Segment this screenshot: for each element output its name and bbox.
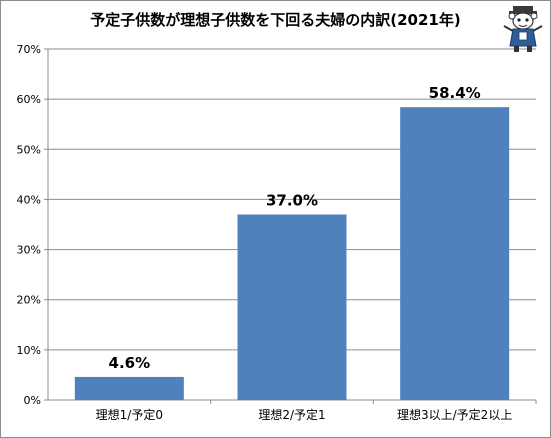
y-tick-label: 40%	[17, 193, 41, 206]
data-labels: 4.6% 37.0% 58.4%	[109, 84, 481, 372]
bar	[237, 214, 347, 400]
data-label: 58.4%	[429, 84, 481, 102]
y-tick-labels: 0% 10% 20% 30% 40% 50% 60% 70%	[17, 43, 41, 407]
bars	[74, 107, 510, 400]
bar	[400, 107, 510, 400]
y-tick-label: 70%	[17, 43, 41, 56]
chart-title: 予定子供数が理想子供数を下回る夫婦の内訳(2021年)	[90, 11, 461, 29]
category-label: 理想2/予定1	[258, 407, 325, 422]
data-label: 4.6%	[109, 354, 151, 372]
y-tick-label: 20%	[17, 294, 41, 307]
y-tick-label: 10%	[17, 344, 41, 357]
category-label: 理想3以上/予定2以上	[397, 407, 512, 422]
data-label: 37.0%	[266, 191, 318, 209]
y-tick-label: 0%	[24, 394, 41, 407]
y-tick-label: 50%	[17, 143, 41, 156]
category-label: 理想1/予定0	[96, 407, 163, 422]
mascot-logo	[503, 6, 543, 52]
category-labels: 理想1/予定0 理想2/予定1 理想3以上/予定2以上	[96, 407, 513, 422]
y-tick-label: 60%	[17, 93, 41, 106]
bar	[74, 376, 184, 400]
y-tick-label: 30%	[17, 244, 41, 257]
